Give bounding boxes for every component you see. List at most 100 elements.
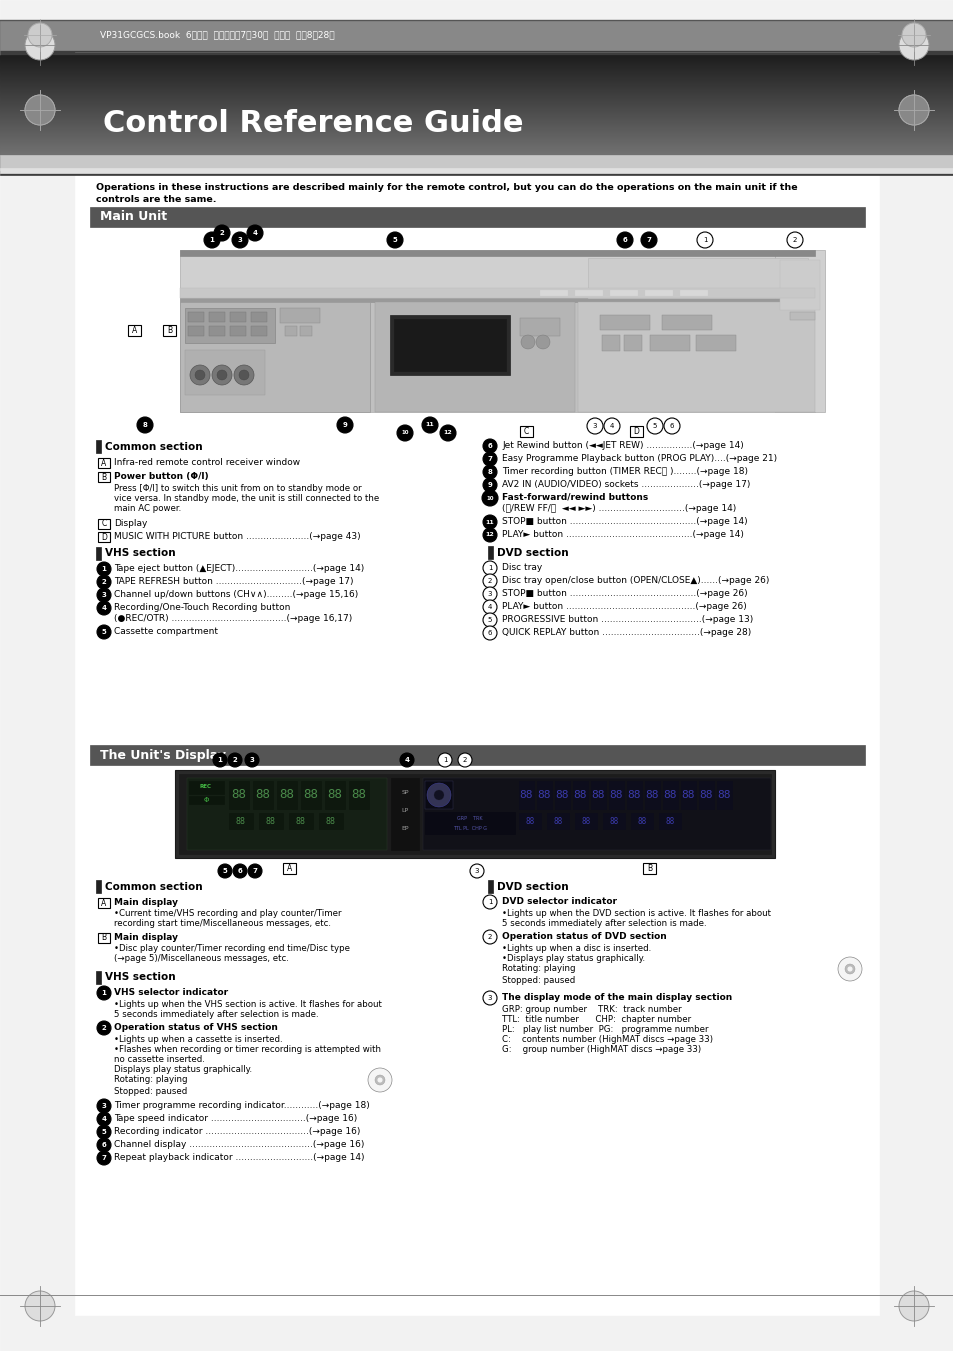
Text: 12: 12	[485, 532, 494, 538]
Circle shape	[898, 1292, 928, 1321]
Bar	[283, 863, 295, 874]
Bar	[280, 308, 319, 323]
Text: The display mode of the main display section: The display mode of the main display sec…	[501, 993, 732, 1002]
Bar	[0, 168, 953, 173]
Text: B: B	[646, 865, 652, 873]
Bar	[301, 781, 320, 809]
Bar	[661, 315, 711, 330]
Text: Tape speed indicator .................................(→page 16): Tape speed indicator ...................…	[113, 1115, 356, 1123]
Circle shape	[399, 753, 414, 767]
Bar	[189, 796, 224, 804]
Text: GRP    TRK: GRP TRK	[456, 816, 482, 820]
Text: G:    group number (HighMAT discs →page 33): G: group number (HighMAT discs →page 33)	[501, 1046, 700, 1054]
Text: Cassette compartment: Cassette compartment	[113, 627, 218, 636]
Text: 6: 6	[237, 867, 242, 874]
Text: 4: 4	[101, 1116, 107, 1121]
Text: Rotating: playing: Rotating: playing	[501, 965, 575, 973]
Circle shape	[482, 574, 497, 588]
Circle shape	[482, 626, 497, 640]
Text: Press [Φ/l] to switch this unit from on to standby mode or: Press [Φ/l] to switch this unit from on …	[113, 484, 361, 493]
Circle shape	[482, 992, 497, 1005]
Bar	[230, 312, 246, 322]
Bar	[98, 471, 110, 482]
Text: 2: 2	[102, 580, 107, 585]
Circle shape	[482, 561, 497, 576]
Text: Common section: Common section	[105, 881, 202, 892]
Text: PLAY► button ............................................(→page 14): PLAY► button ...........................…	[501, 530, 743, 539]
Bar	[394, 319, 505, 372]
Circle shape	[437, 753, 452, 767]
Circle shape	[844, 965, 854, 974]
Text: B: B	[167, 326, 172, 335]
Text: DVD section: DVD section	[497, 547, 568, 558]
Bar	[185, 350, 265, 394]
Text: The Unit's Display: The Unit's Display	[100, 748, 226, 762]
Bar	[575, 290, 602, 296]
Circle shape	[336, 417, 353, 434]
Circle shape	[536, 335, 550, 349]
Text: 11: 11	[485, 520, 494, 524]
Text: •Flashes when recording or timer recording is attempted with: •Flashes when recording or timer recordi…	[113, 1046, 380, 1054]
Text: PLAY► button .............................................(→page 26): PLAY► button ...........................…	[501, 603, 746, 611]
Text: B: B	[101, 473, 107, 481]
Text: A: A	[101, 898, 107, 908]
Circle shape	[97, 1138, 111, 1152]
Bar	[96, 547, 101, 561]
Bar	[573, 781, 587, 809]
Circle shape	[482, 613, 497, 627]
Text: 4: 4	[253, 230, 257, 236]
Text: 3: 3	[250, 757, 254, 763]
Text: LP: LP	[401, 808, 408, 812]
Text: 7: 7	[487, 457, 492, 462]
Bar	[75, 55, 878, 1315]
Circle shape	[901, 23, 925, 47]
Text: main AC power.: main AC power.	[113, 504, 181, 513]
Circle shape	[194, 370, 205, 380]
Circle shape	[387, 232, 402, 249]
Circle shape	[847, 967, 851, 971]
Bar	[679, 290, 707, 296]
Text: 4: 4	[609, 423, 614, 430]
Bar	[539, 290, 567, 296]
Bar	[555, 781, 569, 809]
Text: 88: 88	[573, 790, 587, 800]
Text: Control Reference Guide: Control Reference Guide	[103, 108, 523, 138]
Bar	[187, 778, 387, 850]
Text: 3: 3	[487, 994, 492, 1001]
Bar	[96, 440, 101, 453]
Circle shape	[586, 417, 602, 434]
Circle shape	[247, 226, 263, 240]
Bar	[424, 781, 453, 809]
Circle shape	[25, 30, 55, 59]
Text: MUSIC WITH PICTURE button ......................(→page 43): MUSIC WITH PICTURE button ..............…	[113, 532, 360, 540]
Bar	[699, 781, 713, 809]
Text: Rotating: playing: Rotating: playing	[113, 1075, 188, 1084]
Text: 88: 88	[627, 790, 640, 800]
Bar	[229, 781, 249, 809]
Circle shape	[470, 865, 483, 878]
Circle shape	[190, 365, 210, 385]
Text: 5: 5	[652, 423, 657, 430]
Text: 10: 10	[486, 496, 494, 500]
Circle shape	[439, 426, 456, 440]
Text: 88: 88	[327, 789, 342, 801]
Text: 12: 12	[443, 431, 452, 435]
Circle shape	[481, 490, 497, 507]
Text: 88: 88	[609, 790, 622, 800]
Text: 88: 88	[699, 790, 713, 800]
Text: B: B	[101, 934, 107, 943]
Circle shape	[248, 865, 262, 878]
Bar	[518, 781, 534, 809]
Text: 5: 5	[487, 617, 492, 623]
Bar	[96, 880, 101, 893]
Text: Stopped: paused: Stopped: paused	[501, 975, 575, 985]
Text: (●REC/OTR) ........................................(→page 16,17): (●REC/OTR) .............................…	[113, 613, 352, 623]
Bar	[642, 863, 656, 874]
Bar	[209, 312, 225, 322]
Bar	[609, 290, 638, 296]
Text: Operation status of VHS section: Operation status of VHS section	[113, 1023, 277, 1032]
Text: (→page 5)/Miscellaneous messages, etc.: (→page 5)/Miscellaneous messages, etc.	[113, 954, 289, 963]
Bar	[680, 781, 696, 809]
Bar	[422, 778, 770, 850]
Bar	[276, 781, 296, 809]
